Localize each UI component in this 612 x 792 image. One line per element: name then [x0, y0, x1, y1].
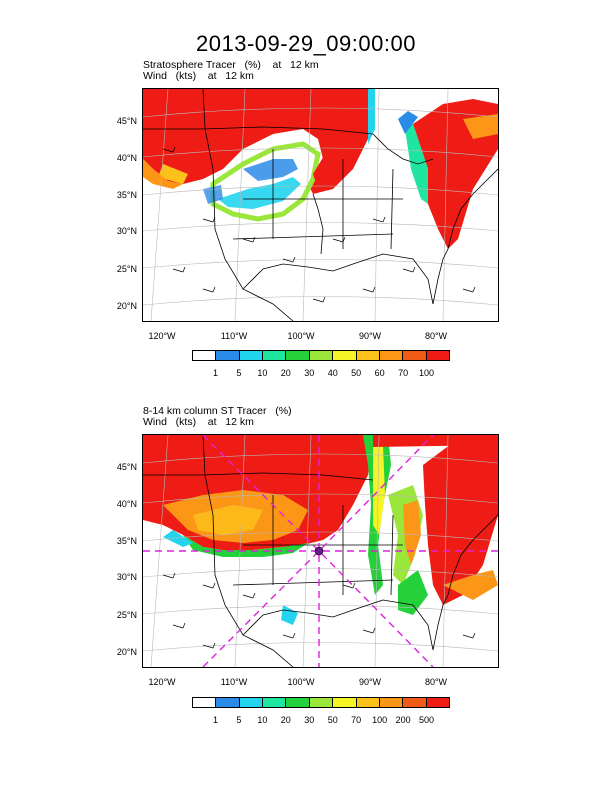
panel1-subtitle-1: Stratosphere Tracer (%) at 12 km: [143, 59, 319, 71]
panel2-colorbar-swatch: [309, 698, 334, 707]
panel1-colorbar-swatch: [193, 351, 217, 360]
panel1-coastlines: [143, 89, 498, 321]
panel2-colorbar-swatch: [403, 698, 427, 707]
panel1-lat-label: 20°N: [116, 301, 137, 311]
panel2-colorbar-label: 10: [257, 715, 268, 725]
main-title: 2013-09-29_09:00:00: [196, 31, 416, 56]
panel2-colorbar-swatch: [286, 698, 310, 707]
panel2-colorbar: [192, 697, 450, 708]
panel2-lat-label: 35°N: [116, 536, 137, 546]
panel1-lat-label: 25°N: [116, 264, 137, 274]
panel2-tracer-field: [143, 435, 498, 625]
panel2-colorbar-swatch: [356, 698, 380, 707]
panel2-lon-label: 90°W: [358, 677, 382, 687]
panel2-colorbar-label: 5: [236, 715, 242, 725]
panel1-colorbar-swatch: [333, 351, 357, 360]
panel2-lat-label: 25°N: [116, 610, 137, 620]
panel2-lat-label: 45°N: [116, 462, 137, 472]
panel2-colorbar-label: 500: [419, 715, 435, 725]
panel2-map: [142, 434, 499, 668]
panel1-lat-label: 35°N: [116, 190, 137, 200]
panel1-colorbar-label: 10: [257, 368, 268, 378]
panel2-colorbar-swatch: [263, 698, 287, 707]
panel2-lon-label: 100°W: [287, 677, 315, 687]
panel2-subtitle-2: Wind (kts) at 12 km: [143, 416, 254, 428]
panel1-lat-label: 30°N: [116, 226, 137, 236]
panel1-lon-label: 120°W: [148, 331, 176, 341]
panel1-lon-label: 80°W: [424, 331, 448, 341]
panel1-lon-label: 100°W: [287, 331, 315, 341]
panel2-colorbar-swatch: [239, 698, 264, 707]
panel1-colorbar-swatch: [216, 351, 240, 360]
panel2-lat-label: 20°N: [116, 647, 137, 657]
panel1-tracer-field: [143, 89, 498, 249]
panel2-colorbar-label: 200: [395, 715, 411, 725]
panel2-coastlines: [143, 435, 498, 667]
panel1-graticule: [143, 89, 498, 321]
panel1-colorbar-label: 1: [212, 368, 218, 378]
panel2-lon-label: 120°W: [148, 677, 176, 687]
panel1-colorbar-label: 50: [351, 368, 362, 378]
panel1-wind-barbs: [162, 146, 476, 303]
panel2-lon-label: 80°W: [424, 677, 448, 687]
panel1-colorbar-label: 30: [304, 368, 315, 378]
panel2-colorbar-swatch: [216, 698, 240, 707]
panel1-colorbar-swatch: [239, 351, 264, 360]
panel2-colorbar-label: 100: [372, 715, 388, 725]
panel2-colorbar-label: 50: [327, 715, 338, 725]
panel1-subtitle-2: Wind (kts) at 12 km: [143, 70, 254, 82]
panel1-colorbar-label: 40: [327, 368, 338, 378]
panel1-colorbar-label: 20: [280, 368, 291, 378]
panel2-colorbar-label: 70: [351, 715, 362, 725]
panel2-colorbar-label: 20: [280, 715, 291, 725]
panel1-colorbar-swatch: [426, 351, 449, 360]
panel1-colorbar-label: 70: [398, 368, 409, 378]
panel1-colorbar-swatch: [356, 351, 380, 360]
panel2-colorbar-label: 1: [212, 715, 218, 725]
panel1-lat-label: 40°N: [116, 153, 137, 163]
panel2-lat-label: 30°N: [116, 572, 137, 582]
panel1-lon-label: 90°W: [358, 331, 382, 341]
panel1-lat-label: 45°N: [116, 116, 137, 126]
panel1-map: [142, 88, 499, 322]
panel2-cross-section-lines: [143, 435, 498, 667]
panel2-wind-barbs: [162, 572, 476, 649]
panel2-colorbar-swatch: [379, 698, 404, 707]
panel2-colorbar-swatch: [426, 698, 449, 707]
panel1-colorbar-swatch: [263, 351, 287, 360]
panel1-colorbar-swatch: [309, 351, 334, 360]
panel1-colorbar: [192, 350, 450, 361]
panel2-colorbar-swatch: [193, 698, 217, 707]
panel2-lon-label: 110°W: [220, 677, 248, 687]
panel1-lon-label: 110°W: [220, 331, 248, 341]
panel1-colorbar-label: 60: [374, 368, 385, 378]
panel2-center-marker: [314, 546, 324, 556]
panel2-colorbar-label: 30: [304, 715, 315, 725]
panel1-colorbar-label: 100: [419, 368, 435, 378]
panel2-subtitle-1: 8-14 km column ST Tracer (%): [143, 405, 292, 417]
panel1-colorbar-swatch: [286, 351, 310, 360]
panel2-lat-label: 40°N: [116, 499, 137, 509]
panel1-colorbar-swatch: [403, 351, 427, 360]
panel2-colorbar-swatch: [333, 698, 357, 707]
panel1-colorbar-label: 5: [236, 368, 242, 378]
panel1-colorbar-swatch: [379, 351, 404, 360]
